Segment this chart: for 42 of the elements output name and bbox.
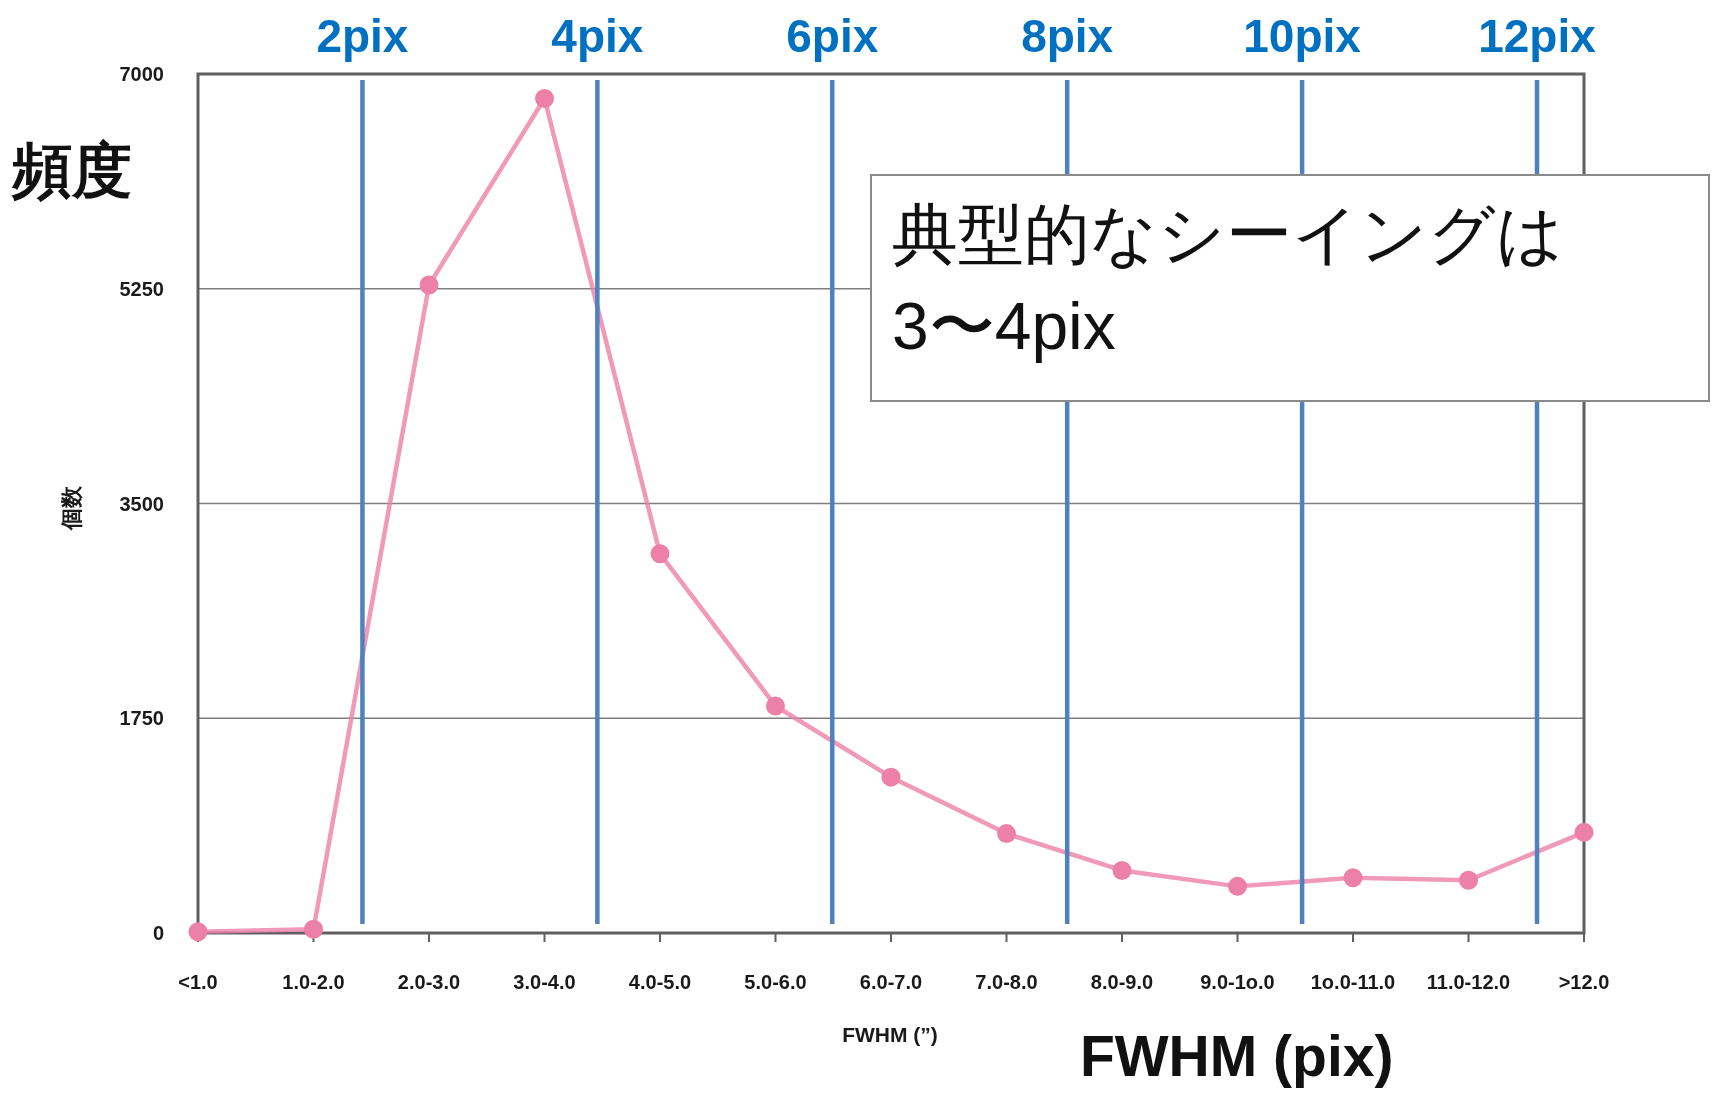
point bbox=[1574, 822, 1594, 842]
point bbox=[1228, 876, 1247, 896]
x2-tick-label: 4pix bbox=[551, 10, 644, 62]
point bbox=[1459, 870, 1478, 890]
x2-tick-label: 6pix bbox=[786, 10, 879, 62]
x-tick-label: >12.0 bbox=[1558, 971, 1610, 993]
text: 頻度 bbox=[12, 137, 132, 204]
text: FWHM (pix) bbox=[1080, 1024, 1394, 1088]
x-tick-label: 4.0-5.0 bbox=[628, 971, 692, 993]
y-tick-label: 7000 bbox=[119, 63, 164, 85]
annotation: 典型的なシーイングは3〜4pix bbox=[892, 196, 1565, 366]
point bbox=[188, 922, 208, 942]
y-tick-label: 5250 bbox=[119, 277, 164, 300]
x-tick-label: 7.0-8.0 bbox=[975, 971, 1038, 993]
x2-tick-label: 8pix bbox=[1021, 10, 1114, 62]
x-tick-label: 1o.0-11.0 bbox=[1310, 971, 1396, 993]
point bbox=[1343, 868, 1363, 888]
x-tick-label: 2.0-3.0 bbox=[397, 971, 461, 993]
x-tick-label: 5.0-6.0 bbox=[744, 971, 807, 993]
y-tick-label: 3500 bbox=[119, 492, 164, 515]
point bbox=[419, 275, 439, 295]
y-axis-title: 個数 bbox=[59, 485, 84, 531]
x-tick-label: 11.0-12.0 bbox=[1426, 971, 1511, 993]
point bbox=[650, 544, 670, 564]
point bbox=[997, 824, 1016, 844]
x-axis-title: FWHM (”) bbox=[842, 1023, 938, 1046]
y-tick-label: 0 bbox=[152, 922, 164, 944]
point bbox=[535, 89, 554, 109]
x-tick-label: 9.0-1o.0 bbox=[1200, 971, 1275, 993]
y-tick-label: 1750 bbox=[119, 707, 164, 730]
point bbox=[304, 919, 323, 939]
point bbox=[1112, 860, 1132, 880]
x-tick-label: 6.0-7.0 bbox=[859, 971, 923, 993]
x-tick-label: 3.0-4.0 bbox=[513, 971, 576, 993]
point bbox=[766, 696, 785, 716]
x2-tick-label: 12pix bbox=[1478, 10, 1597, 62]
x2-tick-label: 2pix bbox=[316, 10, 409, 62]
x-tick-label: <1.0 bbox=[178, 971, 218, 993]
x-tick-label: 1.0-2.0 bbox=[282, 971, 345, 993]
x-tick-label: 8.0-9.0 bbox=[1090, 971, 1154, 993]
x2-tick-label: 10pix bbox=[1243, 10, 1362, 62]
point bbox=[881, 767, 901, 787]
